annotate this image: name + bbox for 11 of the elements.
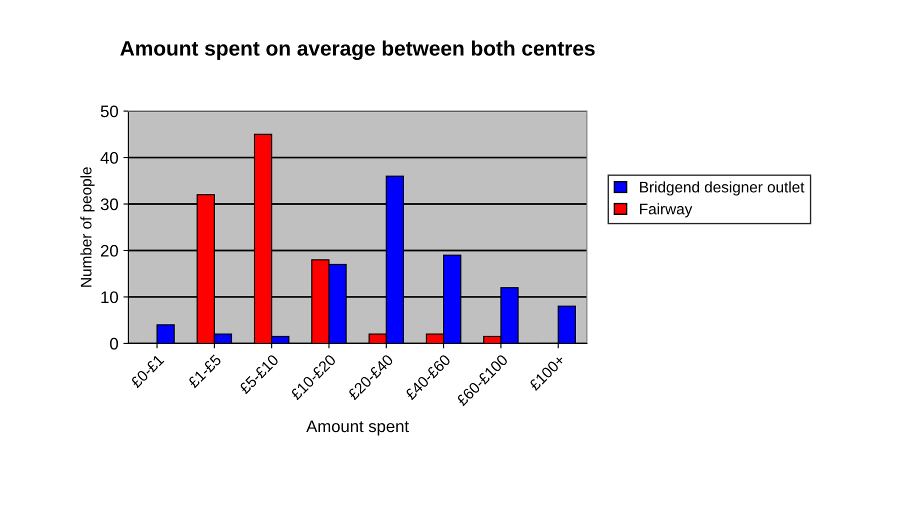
legend-label: Fairway <box>640 203 692 218</box>
chart-title: Amount spent on average between both centres <box>120 40 595 60</box>
y-axis-title: Number of people <box>80 167 95 287</box>
y-tick-label: 20 <box>100 244 118 257</box>
x-axis-title: Amount spent <box>306 420 409 436</box>
y-tick-label: 10 <box>101 291 118 304</box>
legend-label: Bridgend designer outlet <box>640 181 804 196</box>
y-tick-label: 30 <box>100 198 118 210</box>
y-tick-label: 50 <box>100 106 118 118</box>
y-tick-label: 40 <box>100 152 118 164</box>
y-tick-label: 0 <box>110 338 118 350</box>
